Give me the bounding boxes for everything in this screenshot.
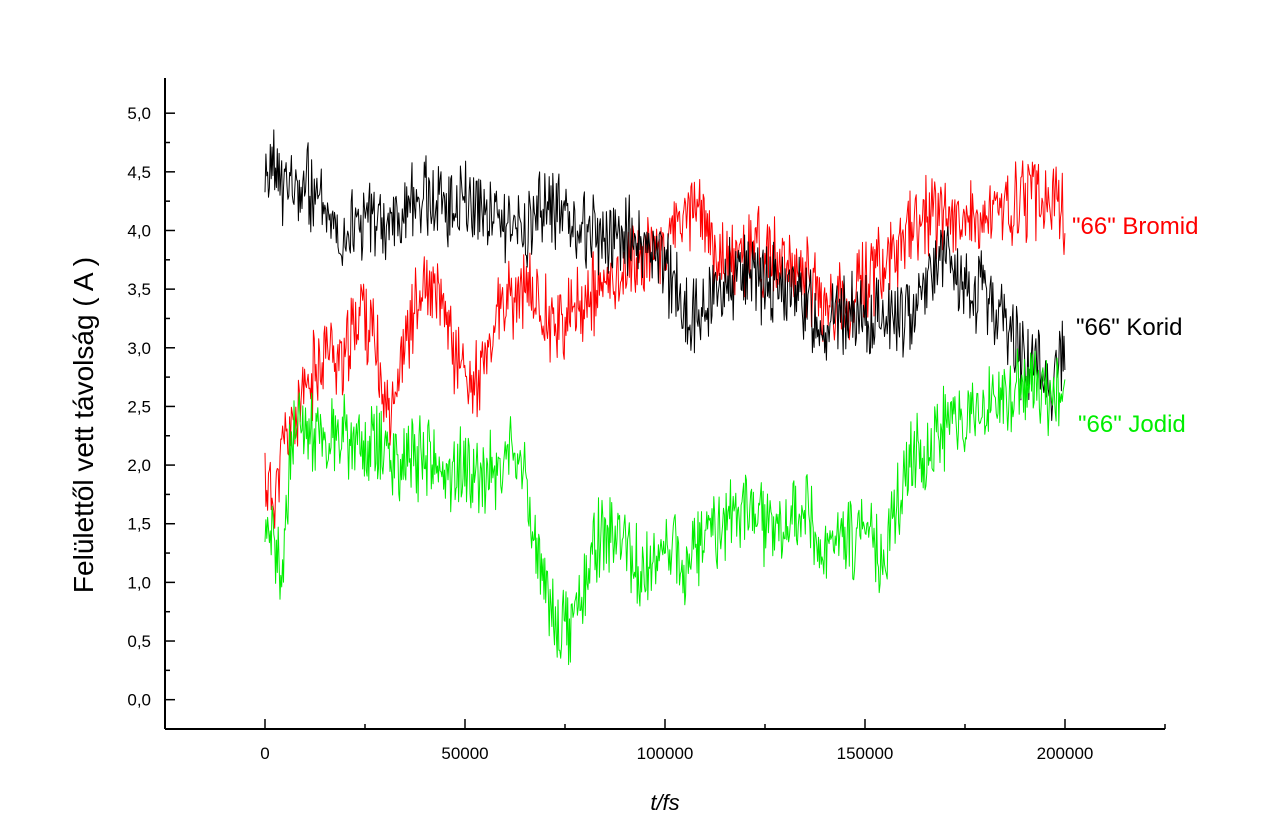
x-axis-ticks: 0 50000 100000 150000 200000 bbox=[164, 719, 1166, 763]
y-tick-label: 2,5 bbox=[127, 397, 151, 416]
series-label: "66" Korid bbox=[1076, 314, 1182, 341]
y-axis-ticks: 0,0 0,5 1,0 1,5 2,0 2,5 3,0 3,5 4,0 4,5 5,0 bbox=[127, 104, 175, 710]
series-line bbox=[264, 348, 1066, 666]
y-tick-label: 0,0 bbox=[127, 691, 151, 710]
x-tick-label: 100000 bbox=[637, 744, 694, 763]
y-tick-label: 2,0 bbox=[127, 456, 151, 475]
y-tick-label: 5,0 bbox=[127, 104, 151, 123]
x-tick-label: 150000 bbox=[837, 744, 894, 763]
y-tick-label: 3,0 bbox=[127, 339, 151, 358]
y-tick-label: 4,5 bbox=[127, 163, 151, 182]
series-label: "66" Jodid bbox=[1078, 411, 1186, 438]
x-tick-label: 50000 bbox=[441, 744, 488, 763]
y-tick-label: 1,0 bbox=[127, 573, 151, 592]
y-axis-title: Felülettől vett távolság ( A ) bbox=[68, 257, 99, 593]
series-layer bbox=[264, 129, 1066, 666]
x-axis-title: t/fs bbox=[650, 790, 679, 815]
series-labels: "66" Bromid "66" Korid "66" Jodid bbox=[1072, 213, 1198, 438]
x-tick-label: 0 bbox=[260, 744, 269, 763]
series-label: "66" Bromid bbox=[1072, 213, 1198, 240]
x-tick-label: 200000 bbox=[1037, 744, 1094, 763]
y-tick-label: 0,5 bbox=[127, 632, 151, 651]
y-tick-label: 3,5 bbox=[127, 280, 151, 299]
series-line bbox=[264, 129, 1066, 421]
y-tick-label: 4,0 bbox=[127, 221, 151, 240]
y-tick-label: 1,5 bbox=[127, 515, 151, 534]
